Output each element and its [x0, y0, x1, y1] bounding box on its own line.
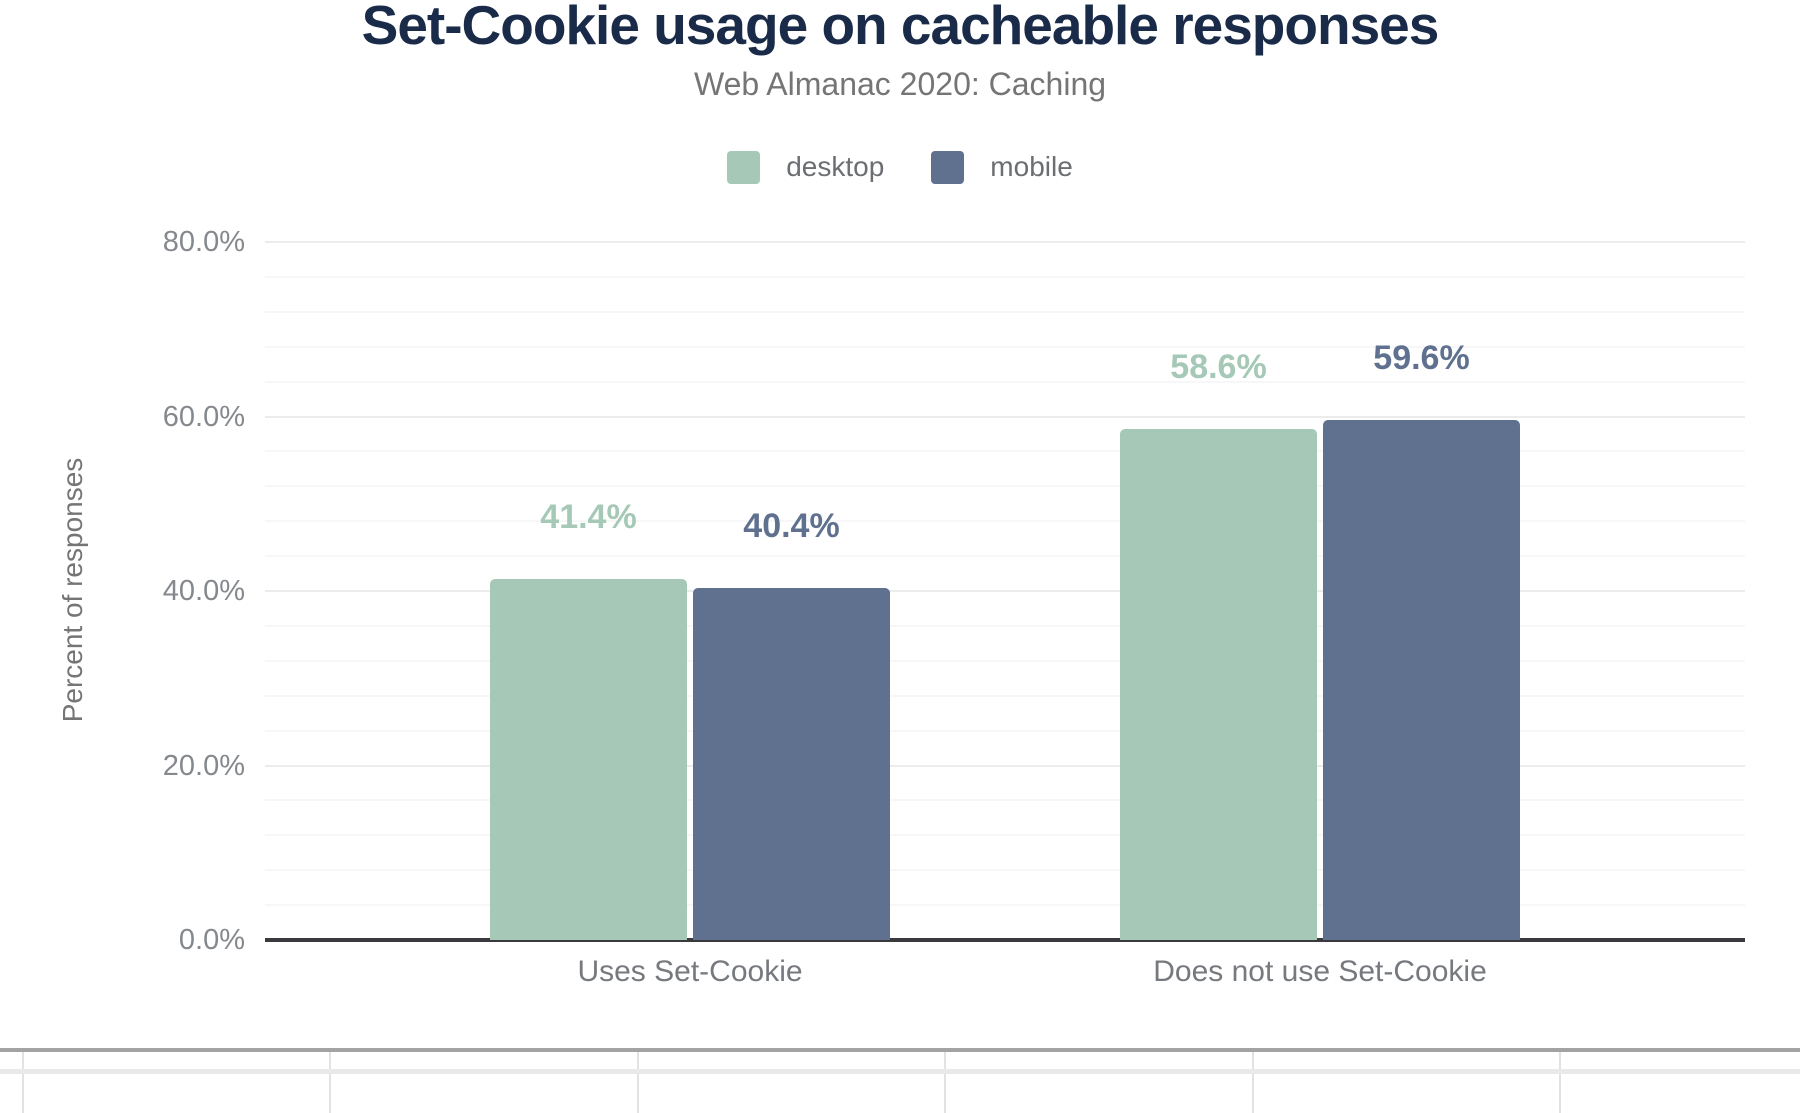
y-tick-label: 0.0% — [178, 924, 245, 956]
bar-value-label: 40.4% — [743, 506, 840, 545]
bar — [1120, 428, 1317, 940]
bar-desktop-does-not-use-set-cookie[interactable]: 58.6% — [1120, 348, 1317, 940]
bar-value-label: 58.6% — [1170, 347, 1267, 386]
mobile-swatch-icon — [931, 150, 965, 184]
table-column-divider — [1559, 1052, 1561, 1113]
table-column-divider — [637, 1052, 639, 1113]
bar-desktop-uses-set-cookie[interactable]: 41.4% — [490, 498, 687, 940]
bar-group-does-not-use-set-cookie: 58.6% 59.6% — [1120, 339, 1520, 940]
bar — [490, 578, 687, 940]
bar-value-label: 41.4% — [540, 497, 637, 536]
gridline — [265, 275, 1745, 278]
table-header-separator — [0, 1069, 1800, 1074]
legend: desktop mobile — [0, 146, 1800, 188]
gridline — [265, 555, 1745, 558]
bar-group-uses-set-cookie: 41.4% 40.4% — [490, 498, 890, 940]
bar-mobile-uses-set-cookie[interactable]: 40.4% — [693, 507, 890, 940]
gridline — [265, 869, 1745, 872]
bar-mobile-does-not-use-set-cookie[interactable]: 59.6% — [1323, 339, 1520, 940]
chart-subtitle: Web Almanac 2020: Caching — [693, 66, 1107, 102]
y-tick-label: 60.0% — [162, 400, 245, 433]
bar — [1323, 420, 1520, 940]
gridline — [265, 380, 1745, 383]
y-tick-label: 80.0% — [162, 226, 245, 258]
gridline — [265, 764, 1745, 767]
legend-item-mobile[interactable]: mobile — [931, 150, 1073, 184]
table-top-border — [0, 1048, 1800, 1052]
legend-item-desktop[interactable]: desktop — [727, 150, 885, 184]
chart-title: Set-Cookie usage on cacheable responses — [361, 0, 1440, 56]
gridline — [265, 241, 1745, 243]
x-category-label: Uses Set-Cookie — [577, 955, 803, 988]
y-tick-label: 40.0% — [162, 575, 245, 607]
x-category-label: Does not use Set-Cookie — [1153, 955, 1487, 988]
plot-area: 41.4% 40.4% 58.6% 59.6% — [265, 241, 1745, 942]
legend-label-desktop: desktop — [786, 151, 885, 182]
bar-value-label: 59.6% — [1373, 339, 1470, 377]
table-column-divider — [944, 1052, 946, 1113]
gridline — [265, 799, 1745, 802]
desktop-swatch-icon — [727, 150, 761, 184]
y-tick-label: 20.0% — [162, 749, 245, 782]
gridline — [265, 904, 1745, 907]
bar — [693, 587, 890, 940]
gridline — [265, 834, 1745, 837]
gridline — [265, 415, 1745, 418]
gridline — [265, 485, 1745, 488]
table-column-divider — [329, 1052, 331, 1113]
gridline — [265, 729, 1745, 732]
gridline — [265, 310, 1745, 313]
gridline — [265, 520, 1745, 523]
gridline — [265, 694, 1745, 697]
gridline — [265, 450, 1745, 453]
x-axis-line — [265, 938, 1745, 942]
gridline — [265, 659, 1745, 662]
gridline — [265, 590, 1745, 592]
table-column-divider — [22, 1052, 24, 1113]
table-column-divider — [1252, 1052, 1254, 1113]
legend-label-mobile: mobile — [990, 151, 1073, 182]
gridline — [265, 624, 1745, 627]
gridline — [265, 345, 1745, 348]
